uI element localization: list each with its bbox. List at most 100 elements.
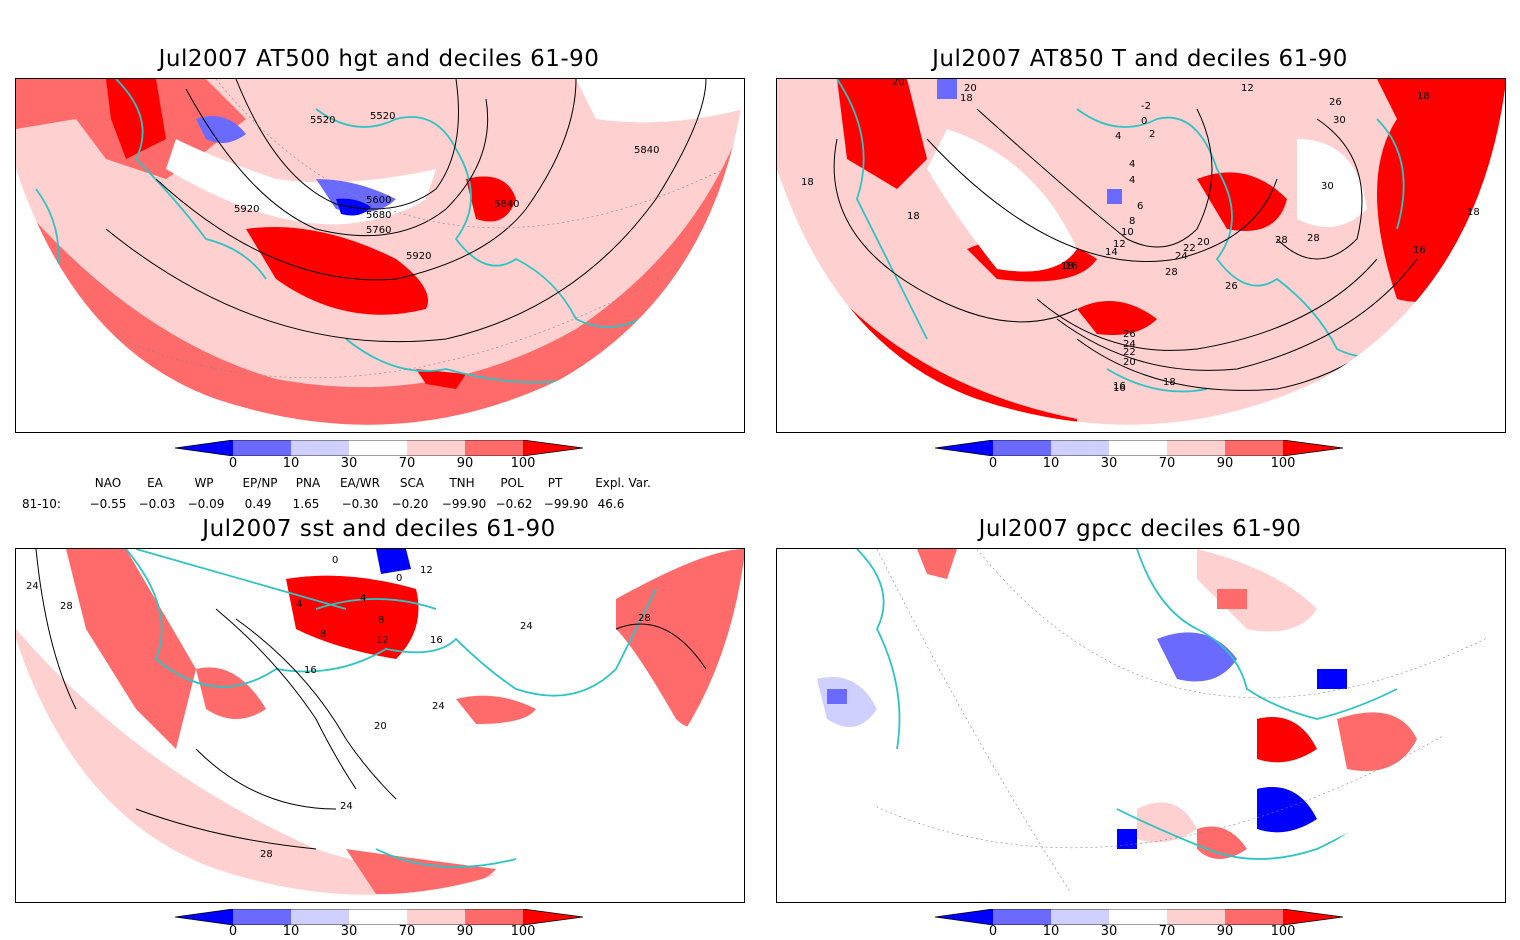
index-value: −0.20 bbox=[391, 497, 429, 511]
contour-line bbox=[833, 138, 1078, 323]
contour-label: 24 bbox=[340, 801, 353, 812]
decile-region bbox=[1257, 787, 1317, 833]
contour-line bbox=[135, 808, 317, 850]
decile-region bbox=[1077, 301, 1157, 335]
decile-region bbox=[196, 667, 266, 719]
grid-line bbox=[777, 549, 1505, 895]
contour-label: 24 bbox=[520, 621, 533, 632]
colorbar-segment bbox=[291, 440, 349, 456]
index-name: PNA bbox=[295, 476, 321, 490]
decile-region bbox=[1197, 172, 1287, 231]
contour-label: 22 bbox=[1123, 347, 1136, 358]
contour-label: 30 bbox=[1333, 115, 1346, 126]
decile-region bbox=[1157, 632, 1237, 682]
contour-label: 24 bbox=[1123, 339, 1136, 350]
contour-label: 5920 bbox=[234, 204, 259, 215]
decile-region bbox=[246, 227, 428, 315]
panel-title-gpcc: Jul2007 gpcc deciles 61-90 bbox=[978, 516, 1302, 542]
colorbar-tick: 10 bbox=[282, 924, 300, 939]
contour-label: 18 bbox=[1467, 207, 1480, 218]
decile-region bbox=[466, 176, 516, 222]
contour-label: 16 bbox=[1065, 261, 1078, 272]
colorbar-tick: 10 bbox=[1042, 924, 1060, 939]
contour-label: 5680 bbox=[366, 210, 391, 221]
colorbar-segment bbox=[1283, 909, 1343, 925]
contour-label: 20 bbox=[1197, 237, 1210, 248]
colorbar-segment bbox=[1109, 440, 1167, 456]
index-name: EA/WR bbox=[339, 476, 381, 490]
index-name: WP bbox=[194, 476, 214, 490]
contour-label: 18 bbox=[960, 93, 973, 104]
contour-label: 24 bbox=[1175, 251, 1188, 262]
colorbar-tick: 0 bbox=[228, 924, 238, 939]
decile-region bbox=[1107, 189, 1122, 204]
index-name: Expl. Var. bbox=[595, 476, 651, 490]
colorbar-segment bbox=[1167, 909, 1225, 925]
decile-region bbox=[1137, 802, 1197, 843]
index-name: EA bbox=[147, 476, 163, 490]
colorbar-tick: 10 bbox=[1042, 456, 1060, 471]
contour-label: 12 bbox=[1113, 239, 1126, 250]
index-value: 1.65 bbox=[292, 497, 320, 511]
contour-label: 28 bbox=[1165, 267, 1178, 278]
contour-label: 18 bbox=[907, 211, 920, 222]
decile-region bbox=[16, 119, 744, 425]
colorbar-segment bbox=[349, 440, 407, 456]
colorbar-tick: 30 bbox=[340, 924, 358, 939]
contour-label: 22 bbox=[1183, 243, 1196, 254]
index-name: PT bbox=[547, 476, 563, 490]
colorbar-tick: 30 bbox=[1100, 924, 1118, 939]
decile-region bbox=[837, 79, 927, 189]
decile-region bbox=[456, 695, 536, 724]
contour-label: 12 bbox=[420, 565, 433, 576]
contour-label: 8 bbox=[320, 629, 326, 640]
colorbar-segment bbox=[523, 909, 583, 925]
coastline bbox=[35, 79, 657, 384]
colorbar-segment bbox=[175, 440, 233, 456]
index-name: POL bbox=[500, 476, 524, 490]
colorbar-segment bbox=[407, 909, 465, 925]
colorbar-segment bbox=[1283, 440, 1343, 456]
colorbar-segment bbox=[291, 909, 349, 925]
contour-label: 8 bbox=[378, 615, 384, 626]
contour-label: 16 bbox=[1113, 383, 1126, 394]
decile-region bbox=[1317, 669, 1347, 689]
colorbar-segment bbox=[233, 440, 291, 456]
contour-line bbox=[35, 549, 77, 710]
contour-label: 28 bbox=[260, 849, 273, 860]
colorbar-segment bbox=[935, 909, 993, 925]
contour-label: 26 bbox=[1225, 281, 1238, 292]
hemisphere-shape bbox=[777, 549, 1505, 895]
contour-label: 0 bbox=[396, 573, 402, 584]
decile-region bbox=[416, 369, 466, 389]
index-name: EP/NP bbox=[242, 476, 278, 490]
colorbar-panel-hgt500: 0 10 30 70 90 100 bbox=[174, 439, 585, 476]
colorbar-segment bbox=[1225, 440, 1283, 456]
panel-title-sst: Jul2007 sst and deciles 61-90 bbox=[202, 516, 556, 542]
colorbar-tick: 90 bbox=[456, 456, 474, 471]
colorbar-segment bbox=[1167, 440, 1225, 456]
contour-line bbox=[195, 748, 337, 810]
contour-label: -2 bbox=[1141, 101, 1151, 112]
decile-region bbox=[1337, 712, 1417, 771]
decile-region bbox=[1297, 139, 1367, 227]
contour-label: 4 bbox=[360, 593, 366, 604]
index-name: NAO bbox=[94, 476, 122, 490]
contour-line bbox=[235, 618, 397, 800]
colorbar-segment bbox=[993, 440, 1051, 456]
contour-label: 16 bbox=[304, 665, 317, 676]
contour-line bbox=[215, 608, 357, 790]
map-panel-t850: 20 20 18 -2 0 2 4 4 4 6 8 10 12 14 16 16… bbox=[776, 78, 1506, 433]
index-value: −0.62 bbox=[495, 497, 533, 511]
index-value: −99.90 bbox=[543, 497, 589, 511]
contour-label: 26 bbox=[1123, 329, 1136, 340]
map-gpcc-svg bbox=[777, 549, 1505, 895]
contour-label: 20 bbox=[374, 721, 387, 732]
colorbar-tick: 90 bbox=[456, 924, 474, 939]
colorbar-segment bbox=[1109, 909, 1167, 925]
contour-label: 4 bbox=[1129, 175, 1135, 186]
panel-title-t850: Jul2007 AT850 T and deciles 61-90 bbox=[932, 46, 1348, 72]
colorbar-tick: 70 bbox=[1158, 924, 1176, 939]
decile-region bbox=[1377, 79, 1505, 302]
colorbar-segment bbox=[233, 909, 291, 925]
